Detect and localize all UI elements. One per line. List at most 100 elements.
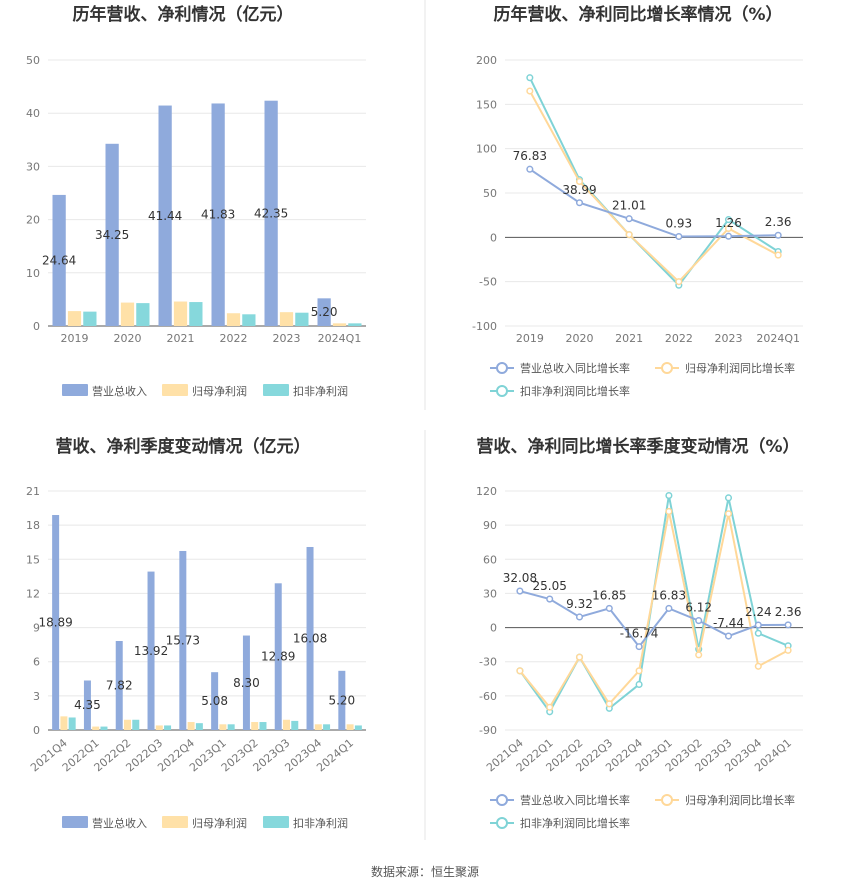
point-data-label: 16.83 — [652, 588, 686, 602]
bar-data-label: 18.89 — [38, 616, 72, 630]
bar-revenue — [264, 100, 278, 326]
series-point — [605, 700, 613, 708]
y-tick-label: 200 — [476, 54, 497, 67]
bar-net-profit — [173, 301, 188, 326]
point-data-label: 25.05 — [533, 579, 567, 593]
chart-annual: 历年营收、净利情况（亿元） 0 10 20 30 40 50 2019 2020 2021 2022… — [26, 4, 366, 398]
bar-revenue — [338, 670, 346, 730]
legend-label: 营业总收入 — [92, 816, 147, 830]
y-tick-label: 50 — [26, 54, 40, 67]
bar-deducted-net-profit — [259, 722, 267, 730]
legend-label: 营业总收入 — [92, 384, 147, 398]
bar-net-profit — [279, 312, 294, 326]
bar-revenue — [274, 583, 282, 730]
bar-deducted-net-profit — [83, 311, 97, 326]
bar-deducted-net-profit — [323, 724, 331, 730]
bar-data-label: 24.64 — [42, 253, 76, 267]
bar-deducted-net-profit — [136, 303, 150, 326]
bar-net-profit — [120, 302, 135, 326]
series-point — [516, 667, 524, 675]
y-tick-label: 120 — [476, 485, 497, 498]
y-tick-label: 40 — [26, 107, 40, 120]
bar-deducted-net-profit — [132, 719, 140, 730]
point-data-label: 32.08 — [503, 571, 537, 585]
y-tick-label: 60 — [483, 553, 497, 566]
x-tick-label: 2019 — [516, 332, 544, 345]
legend-marker — [661, 794, 673, 806]
bar-revenue — [179, 550, 187, 730]
point-data-label: -16.74 — [620, 627, 659, 641]
x-tick-label: 2021 — [615, 332, 643, 345]
series-point — [625, 215, 633, 223]
point-data-label: 16.85 — [592, 588, 626, 602]
x-tick-label: 2020 — [114, 332, 142, 345]
y-tick-label: -90 — [479, 724, 497, 737]
legend-label: 归母净利润 — [192, 816, 247, 830]
y-tick-label: 3 — [33, 690, 40, 703]
point-data-label: 0.93 — [665, 217, 692, 231]
series-point — [774, 231, 782, 239]
series-point — [724, 632, 733, 640]
legend-label: 归母净利润同比增长率 — [685, 361, 795, 375]
legend-marker — [661, 362, 673, 374]
bar-revenue — [242, 635, 250, 730]
bar-revenue — [158, 105, 172, 326]
series-point — [665, 492, 673, 500]
y-tick-label: 100 — [476, 143, 497, 156]
series-point — [784, 621, 792, 629]
bar-deducted-net-profit — [227, 724, 235, 730]
bar-net-profit — [187, 722, 195, 730]
bar-net-profit — [67, 311, 82, 326]
series-point — [695, 651, 703, 659]
bar-net-profit — [155, 725, 163, 730]
legend-label: 归母净利润 — [192, 384, 247, 398]
bar-deducted-net-profit — [164, 725, 172, 730]
series-point — [675, 232, 683, 241]
y-tick-label: 0 — [33, 320, 40, 333]
bar-data-label: 42.35 — [254, 206, 288, 220]
bar-data-label: 5.20 — [311, 305, 338, 319]
series-point — [526, 87, 534, 95]
point-data-label: 38.99 — [562, 183, 596, 197]
bar-revenue — [52, 515, 60, 730]
series-point — [526, 165, 534, 173]
x-tick-label: 2022 — [665, 332, 693, 345]
legend-marker — [496, 385, 508, 397]
y-tick-label: 0 — [490, 231, 497, 244]
legend-swatch — [162, 384, 188, 396]
y-tick-label: -30 — [479, 656, 497, 669]
bar-revenue — [83, 680, 91, 730]
series-point — [635, 643, 643, 651]
series-point — [665, 604, 673, 612]
series-point — [695, 617, 703, 625]
bar-data-label: 5.20 — [328, 693, 355, 707]
bar-deducted-net-profit — [291, 720, 299, 730]
point-data-label: 2.36 — [775, 605, 802, 619]
series-point — [754, 662, 762, 670]
y-tick-label: 30 — [26, 160, 40, 173]
legend-label: 归母净利润同比增长率 — [685, 793, 795, 807]
series-point — [724, 224, 733, 233]
series-point — [784, 646, 792, 654]
bar-deducted-net-profit — [189, 302, 203, 326]
point-data-label: 76.83 — [513, 149, 547, 163]
bar-net-profit — [283, 719, 290, 730]
bar-revenue — [52, 194, 66, 326]
y-tick-label: 30 — [483, 587, 497, 600]
bar-data-label: 41.44 — [148, 209, 182, 223]
series-point — [754, 621, 762, 629]
chart-title: 营收、净利同比增长率季度变动情况（%） — [476, 436, 799, 457]
x-tick-label: 2022 — [220, 332, 248, 345]
bar-net-profit — [60, 716, 68, 730]
legend-marker — [496, 362, 508, 374]
bar-data-label: 8.30 — [233, 676, 260, 690]
series-point — [546, 703, 554, 711]
legend-label: 扣非净利润 — [293, 384, 348, 398]
legend-label: 扣非净利润同比增长率 — [520, 816, 630, 830]
bar-revenue — [211, 672, 219, 730]
bar-deducted-net-profit — [354, 725, 362, 730]
y-tick-label: -50 — [479, 276, 497, 289]
bar-revenue — [317, 298, 331, 326]
bar-data-label: 16.08 — [293, 631, 327, 645]
